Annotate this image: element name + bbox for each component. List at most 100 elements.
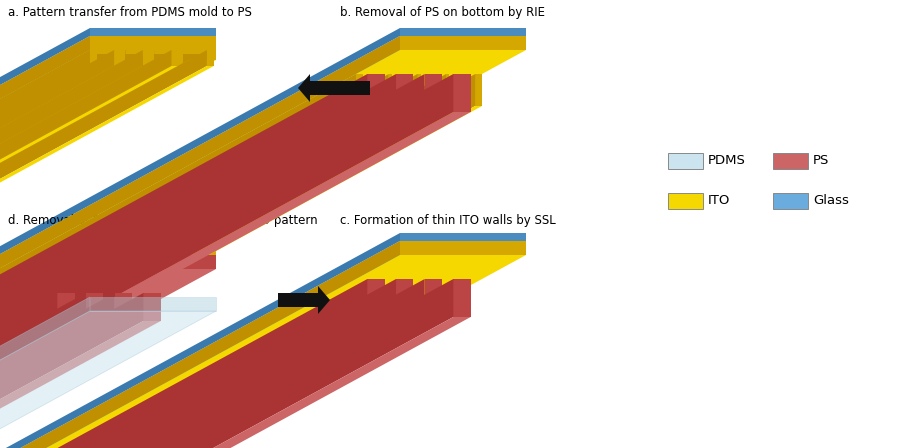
Polygon shape	[0, 36, 526, 448]
Polygon shape	[475, 74, 482, 106]
Polygon shape	[0, 321, 160, 448]
Polygon shape	[0, 106, 362, 448]
Text: d. Removal of PS template and resulting ITO pattern: d. Removal of PS template and resulting …	[8, 214, 318, 227]
Polygon shape	[0, 321, 132, 448]
Polygon shape	[0, 233, 400, 448]
Polygon shape	[90, 255, 216, 269]
Polygon shape	[0, 50, 526, 448]
FancyBboxPatch shape	[668, 153, 703, 169]
Text: PDMS: PDMS	[708, 154, 746, 167]
Polygon shape	[367, 74, 385, 112]
Polygon shape	[171, 50, 183, 66]
Polygon shape	[0, 112, 413, 448]
Polygon shape	[0, 28, 400, 448]
FancyBboxPatch shape	[773, 153, 808, 169]
Polygon shape	[396, 279, 413, 317]
Polygon shape	[0, 74, 446, 448]
Polygon shape	[356, 74, 362, 106]
Polygon shape	[0, 66, 125, 448]
Polygon shape	[0, 50, 171, 448]
Polygon shape	[0, 269, 216, 448]
Polygon shape	[57, 293, 74, 321]
Polygon shape	[0, 112, 385, 448]
FancyBboxPatch shape	[668, 193, 703, 209]
Polygon shape	[97, 50, 114, 54]
Polygon shape	[0, 279, 425, 448]
Text: a. Pattern transfer from PDMS mold to PS: a. Pattern transfer from PDMS mold to PS	[8, 6, 252, 19]
Polygon shape	[400, 241, 526, 255]
Polygon shape	[0, 317, 413, 448]
Polygon shape	[0, 233, 90, 448]
Polygon shape	[90, 28, 216, 36]
Polygon shape	[0, 50, 97, 448]
Polygon shape	[0, 255, 90, 448]
Polygon shape	[453, 74, 470, 112]
Polygon shape	[0, 317, 442, 448]
Polygon shape	[90, 233, 216, 241]
Polygon shape	[0, 317, 470, 448]
Polygon shape	[0, 74, 453, 448]
Polygon shape	[367, 279, 385, 317]
Polygon shape	[0, 112, 470, 448]
Polygon shape	[0, 106, 420, 448]
Text: ITO: ITO	[708, 194, 730, 207]
Polygon shape	[0, 321, 74, 448]
Polygon shape	[0, 241, 400, 448]
Polygon shape	[0, 54, 143, 448]
Polygon shape	[0, 106, 482, 448]
Text: Glass: Glass	[813, 194, 849, 207]
Polygon shape	[143, 293, 160, 321]
Polygon shape	[0, 60, 216, 448]
Polygon shape	[396, 74, 413, 112]
Polygon shape	[425, 279, 442, 317]
Polygon shape	[0, 50, 183, 448]
Polygon shape	[183, 50, 200, 54]
Polygon shape	[125, 50, 143, 54]
Polygon shape	[0, 255, 216, 448]
Polygon shape	[207, 50, 214, 66]
Polygon shape	[0, 112, 442, 448]
Polygon shape	[278, 286, 330, 314]
Polygon shape	[0, 293, 57, 448]
Polygon shape	[0, 279, 367, 448]
Polygon shape	[0, 106, 449, 448]
Polygon shape	[0, 317, 385, 448]
FancyBboxPatch shape	[773, 193, 808, 209]
Polygon shape	[418, 74, 420, 106]
Polygon shape	[0, 50, 207, 448]
Polygon shape	[154, 50, 171, 54]
Polygon shape	[143, 50, 154, 66]
Polygon shape	[0, 50, 216, 448]
Polygon shape	[0, 54, 171, 448]
Polygon shape	[0, 293, 115, 448]
Polygon shape	[0, 74, 418, 448]
Polygon shape	[0, 36, 216, 448]
Polygon shape	[0, 66, 183, 448]
Polygon shape	[0, 279, 396, 448]
Polygon shape	[0, 54, 114, 448]
Polygon shape	[90, 297, 216, 311]
Polygon shape	[0, 50, 90, 448]
Polygon shape	[0, 66, 154, 448]
Polygon shape	[0, 321, 103, 448]
Polygon shape	[0, 66, 214, 448]
Polygon shape	[0, 241, 90, 448]
Polygon shape	[0, 74, 425, 448]
Polygon shape	[0, 36, 90, 448]
Polygon shape	[0, 50, 154, 448]
Polygon shape	[0, 241, 216, 448]
Polygon shape	[0, 36, 400, 448]
Polygon shape	[0, 293, 143, 448]
Polygon shape	[0, 297, 90, 448]
Polygon shape	[400, 233, 526, 241]
Text: c. Formation of thin ITO walls by SSL: c. Formation of thin ITO walls by SSL	[340, 214, 555, 227]
Polygon shape	[90, 36, 216, 50]
Polygon shape	[425, 74, 442, 112]
Polygon shape	[0, 28, 90, 448]
Polygon shape	[90, 241, 216, 255]
Polygon shape	[0, 50, 90, 448]
Polygon shape	[0, 66, 97, 448]
Polygon shape	[114, 50, 125, 66]
Polygon shape	[0, 74, 367, 448]
Polygon shape	[0, 74, 396, 448]
